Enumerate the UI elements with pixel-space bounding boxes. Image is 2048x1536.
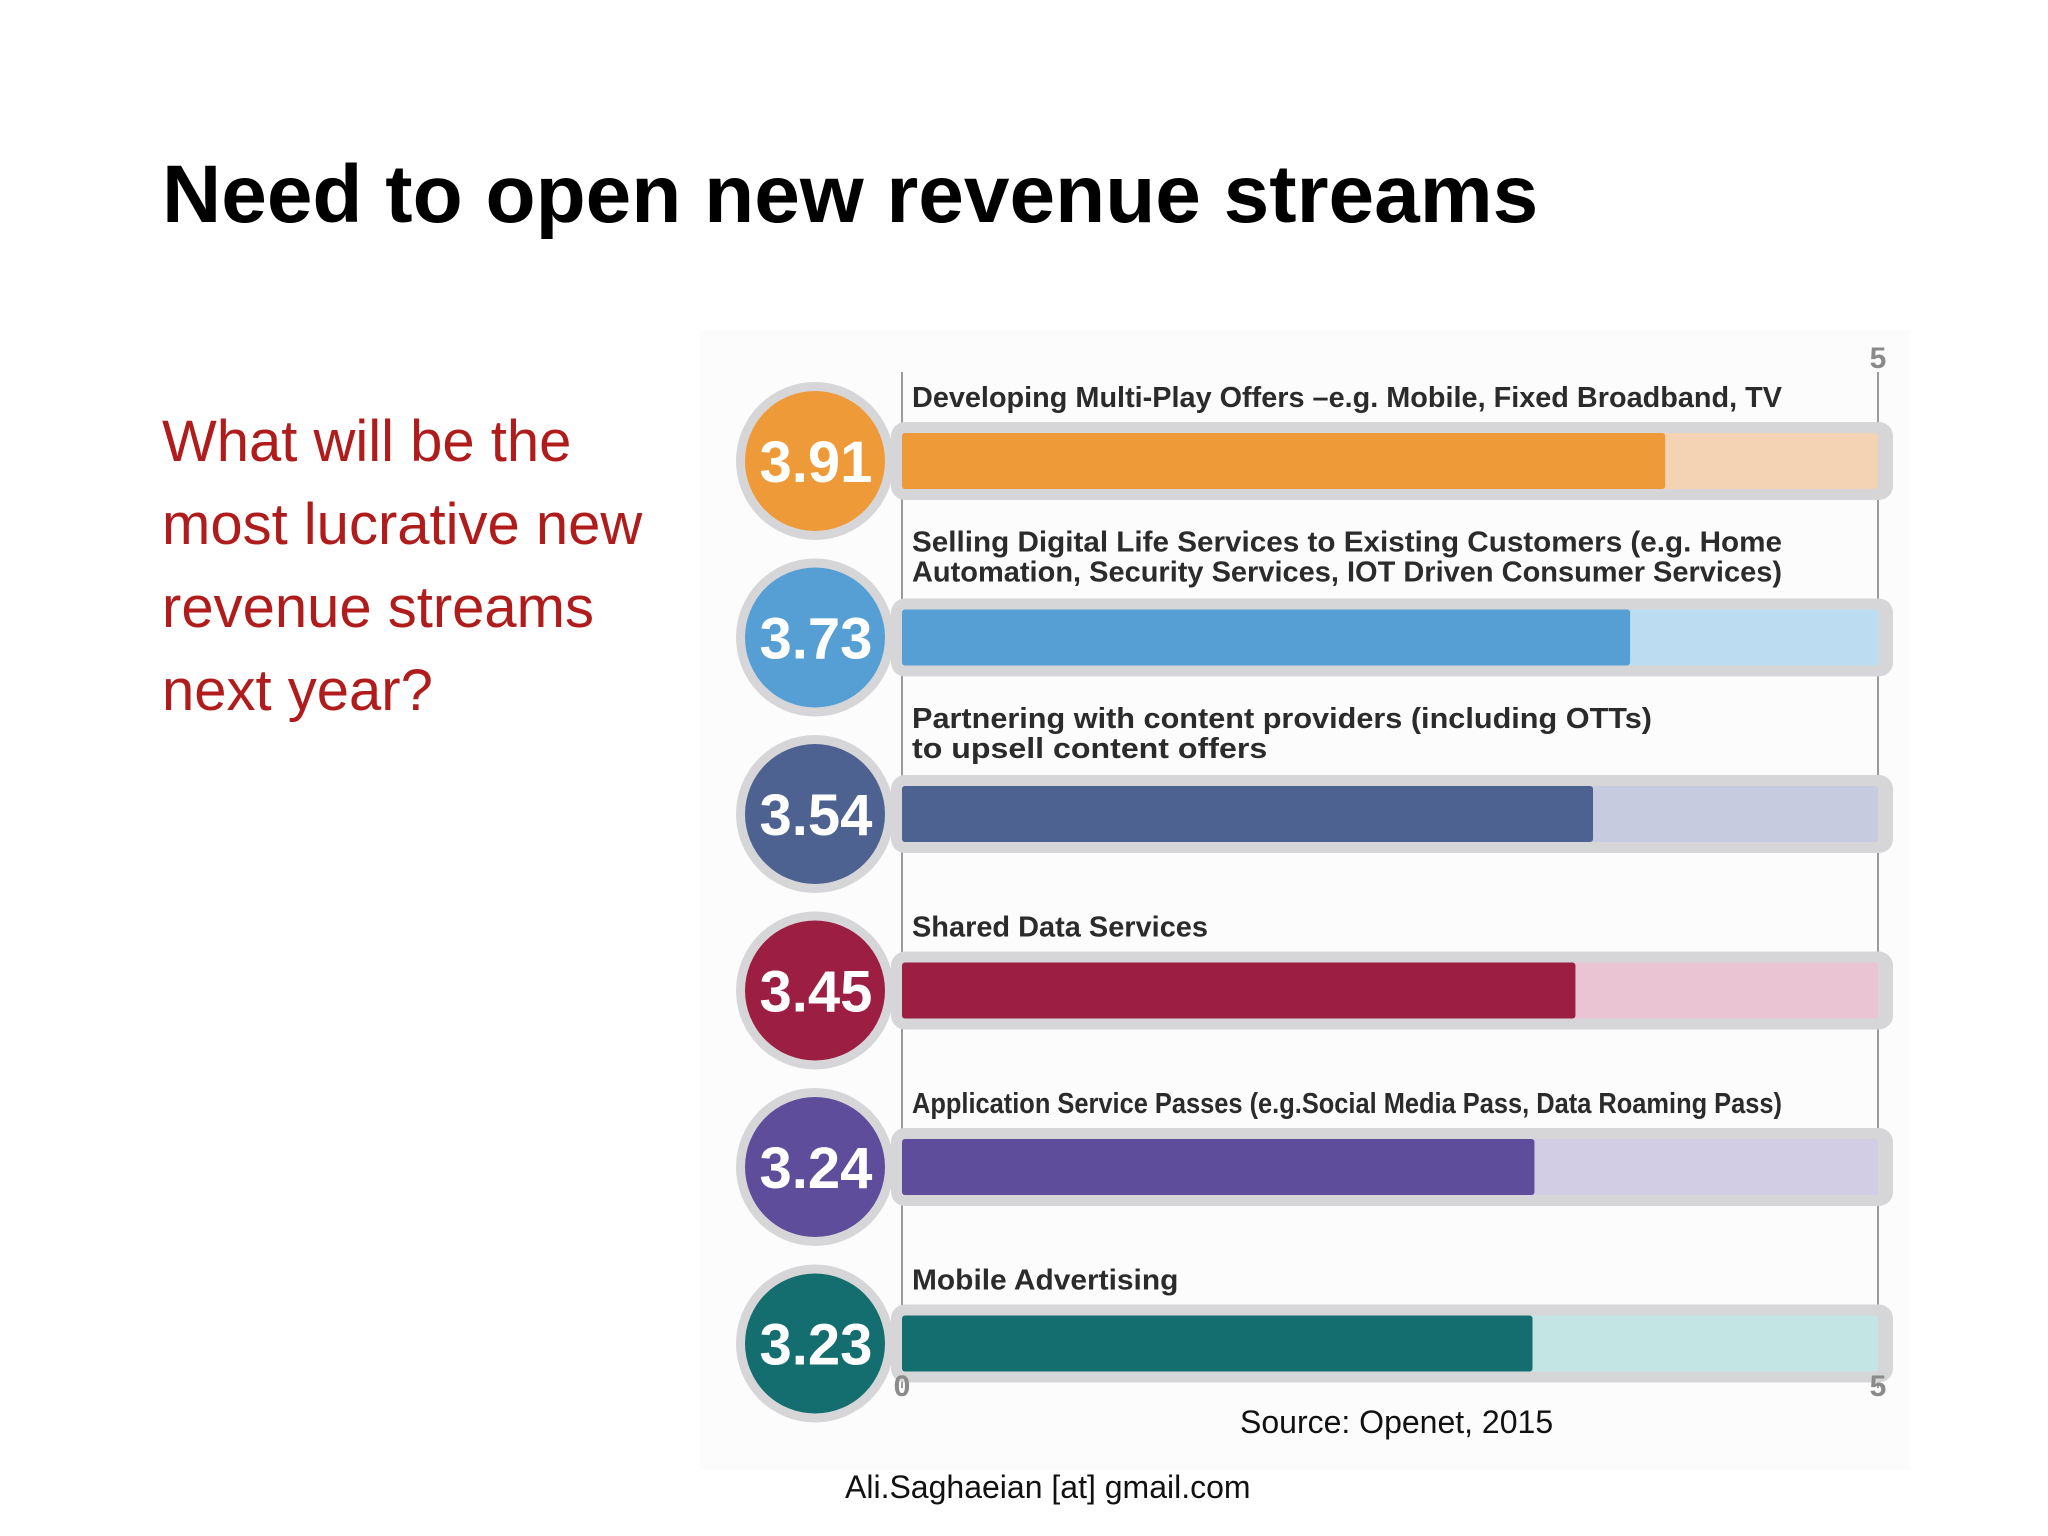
bar	[902, 1139, 1535, 1195]
source-note: Source: Openet, 2015	[1240, 1404, 1554, 1440]
value-label: 3.91	[760, 430, 873, 495]
bar	[902, 609, 1631, 666]
tick-label: 0	[894, 1370, 911, 1403]
value-label: 3.45	[760, 960, 873, 1025]
value-badge	[745, 391, 885, 531]
value-label: 3.24	[760, 1136, 873, 1201]
revenue-streams-chart: 3.91 Developing Multi-Play Offers –e.g. M…	[736, 342, 1893, 1423]
value-badge	[745, 744, 885, 884]
category-label: Selling Digital Life Services to Existin…	[912, 527, 1782, 559]
bar	[902, 962, 1576, 1019]
author-credit: Ali.Saghaeian [at] gmail.com	[845, 1469, 1251, 1505]
question-text: What will be the most lucrative new reve…	[162, 409, 643, 723]
category-label: Developing Multi-Play Offers –e.g. Mobil…	[912, 382, 1783, 414]
category-label: Partnering with content providers (inclu…	[912, 703, 1652, 735]
bar	[902, 1315, 1533, 1372]
bar	[902, 433, 1666, 489]
category-label: Application Service Passes (e.g.Social M…	[912, 1088, 1782, 1120]
value-badge	[745, 920, 885, 1061]
tick-label: 5	[1870, 1370, 1887, 1403]
value-badge	[745, 567, 885, 708]
bar	[902, 786, 1594, 842]
value-label: 3.54	[760, 783, 873, 848]
category-label: Automation, Security Services, IOT Drive…	[912, 557, 1782, 589]
category-label: Mobile Advertising	[912, 1265, 1178, 1297]
category-label: Shared Data Services	[912, 912, 1208, 944]
slide-title: Need to open new revenue streams	[162, 149, 1539, 240]
value-badge	[745, 1273, 885, 1414]
category-label: to upsell content offers	[912, 733, 1267, 765]
tick-label: 5	[1870, 342, 1887, 375]
value-label: 3.23	[760, 1313, 873, 1378]
value-label: 3.73	[760, 607, 873, 672]
value-badge	[745, 1097, 885, 1237]
